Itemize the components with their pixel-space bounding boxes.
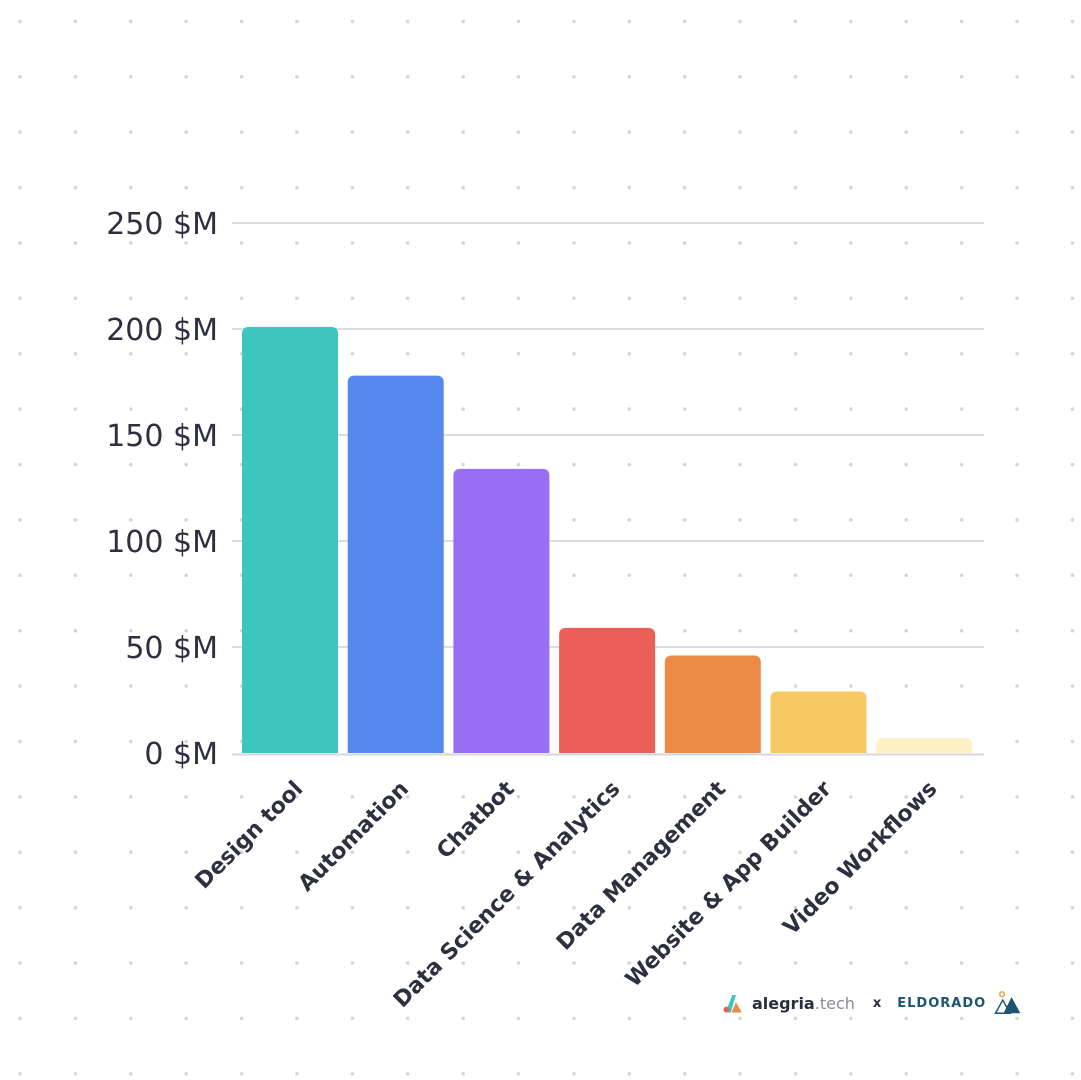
bars [242, 326, 973, 753]
bar [664, 655, 761, 753]
bar [770, 691, 867, 753]
alegria-logo-icon [723, 994, 742, 1013]
y-tick-label: 250 $M [106, 207, 218, 242]
brand-separator: x [872, 995, 882, 1011]
x-tick-label: Data Science & Analytics [389, 777, 625, 1013]
y-axis-ticks: 0 $M 50 $M 100 $M 150 $M 200 $M 250 $M [106, 207, 218, 772]
bar [453, 468, 550, 753]
x-tick-label: Automation [294, 777, 414, 897]
branding-footer: alegria .tech x ELDORADO [722, 986, 1022, 1020]
x-tick-label: Website & App Builder [621, 776, 837, 992]
eldorado-mountain-icon [994, 991, 1021, 1014]
x-tick-label: Chatbot [432, 776, 520, 864]
brand-eldorado: ELDORADO [897, 995, 987, 1011]
y-tick-label: 100 $M [106, 525, 218, 560]
y-tick-label: 50 $M [125, 631, 218, 666]
x-tick-label: Data Management [552, 776, 731, 955]
bar [876, 738, 973, 753]
gridlines [232, 222, 984, 648]
brand-alegria-suffix: .tech [814, 993, 855, 1013]
x-tick-label: Design tool [191, 777, 309, 895]
bar [559, 627, 656, 753]
y-tick-label: 0 $M [144, 737, 218, 772]
y-tick-label: 150 $M [106, 419, 218, 454]
bar [347, 375, 444, 753]
bar [242, 326, 338, 753]
brand-alegria: alegria [751, 993, 815, 1013]
y-tick-label: 200 $M [106, 313, 218, 348]
